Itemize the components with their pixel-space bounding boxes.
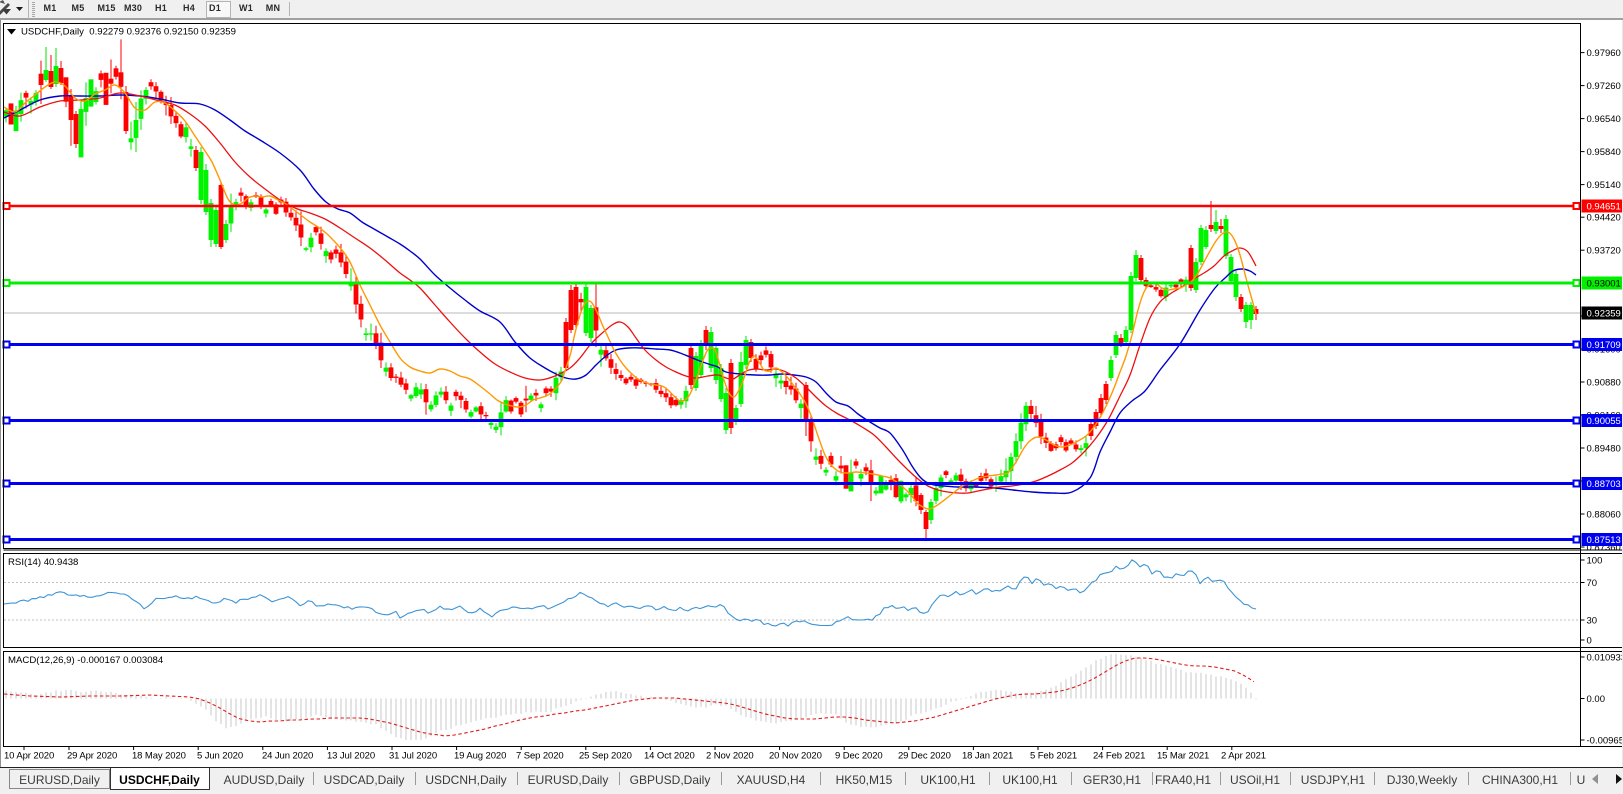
svg-text:18 Jan 2021: 18 Jan 2021 (962, 751, 1013, 762)
svg-text:30: 30 (1587, 616, 1598, 627)
svg-text:0.94651: 0.94651 (1587, 202, 1621, 213)
svg-text:0.95840: 0.95840 (1587, 147, 1621, 158)
svg-text:29 Dec 2020: 29 Dec 2020 (898, 751, 951, 762)
svg-text:13 Jul 2020: 13 Jul 2020 (327, 751, 375, 762)
svg-text:5 Feb 2021: 5 Feb 2021 (1030, 751, 1077, 762)
svg-text:100: 100 (1587, 556, 1603, 567)
svg-text:29 Apr 2020: 29 Apr 2020 (67, 751, 117, 762)
svg-text:0.95140: 0.95140 (1587, 180, 1621, 191)
svg-text:2 Apr 2021: 2 Apr 2021 (1221, 751, 1266, 762)
svg-text:0.93001: 0.93001 (1587, 279, 1621, 290)
svg-text:USDCHF,Daily 0.92279 0.92376: USDCHF,Daily 0.92279 0.92376 0.92150 0.9… (21, 27, 236, 38)
svg-text:0.87360: 0.87360 (1587, 543, 1621, 554)
svg-text:15 Mar 2021: 15 Mar 2021 (1157, 751, 1209, 762)
svg-text:10 Apr 2020: 10 Apr 2020 (4, 751, 54, 762)
svg-text:0.96540: 0.96540 (1587, 114, 1621, 125)
svg-text:0.93720: 0.93720 (1587, 246, 1621, 257)
svg-text:0.89480: 0.89480 (1587, 444, 1621, 455)
svg-text:0.90055: 0.90055 (1587, 416, 1621, 427)
svg-text:0.010933: 0.010933 (1587, 653, 1623, 664)
svg-text:MACD(12,26,9) -0.000167 0.0030: MACD(12,26,9) -0.000167 0.003084 (8, 655, 164, 666)
svg-text:18 May 2020: 18 May 2020 (132, 751, 186, 762)
svg-text:9 Dec 2020: 9 Dec 2020 (835, 751, 883, 762)
svg-text:70: 70 (1587, 578, 1598, 589)
svg-text:0: 0 (1587, 636, 1592, 647)
svg-text:24 Jun 2020: 24 Jun 2020 (262, 751, 313, 762)
svg-text:0.94420: 0.94420 (1587, 213, 1621, 224)
svg-text:0.92359: 0.92359 (1587, 309, 1621, 320)
svg-text:31 Jul 2020: 31 Jul 2020 (389, 751, 437, 762)
svg-text:-0.009653: -0.009653 (1587, 736, 1623, 747)
svg-text:0.87513: 0.87513 (1587, 535, 1621, 546)
svg-text:19 Aug 2020: 19 Aug 2020 (454, 751, 506, 762)
svg-text:RSI(14) 40.9438: RSI(14) 40.9438 (8, 557, 78, 568)
svg-text:0.90880: 0.90880 (1587, 378, 1621, 389)
svg-text:20 Nov 2020: 20 Nov 2020 (769, 751, 822, 762)
svg-text:14 Oct 2020: 14 Oct 2020 (644, 751, 695, 762)
svg-text:24 Feb 2021: 24 Feb 2021 (1093, 751, 1145, 762)
svg-text:2 Nov 2020: 2 Nov 2020 (706, 751, 754, 762)
svg-text:5 Jun 2020: 5 Jun 2020 (197, 751, 243, 762)
svg-text:0.00: 0.00 (1587, 694, 1606, 705)
svg-text:0.97260: 0.97260 (1587, 81, 1621, 92)
svg-text:0.88060: 0.88060 (1587, 510, 1621, 521)
svg-text:0.88703: 0.88703 (1587, 479, 1621, 490)
svg-text:25 Sep 2020: 25 Sep 2020 (579, 751, 632, 762)
svg-text:7 Sep 2020: 7 Sep 2020 (516, 751, 564, 762)
svg-text:0.91709: 0.91709 (1587, 340, 1621, 351)
svg-text:0.97960: 0.97960 (1587, 48, 1621, 59)
